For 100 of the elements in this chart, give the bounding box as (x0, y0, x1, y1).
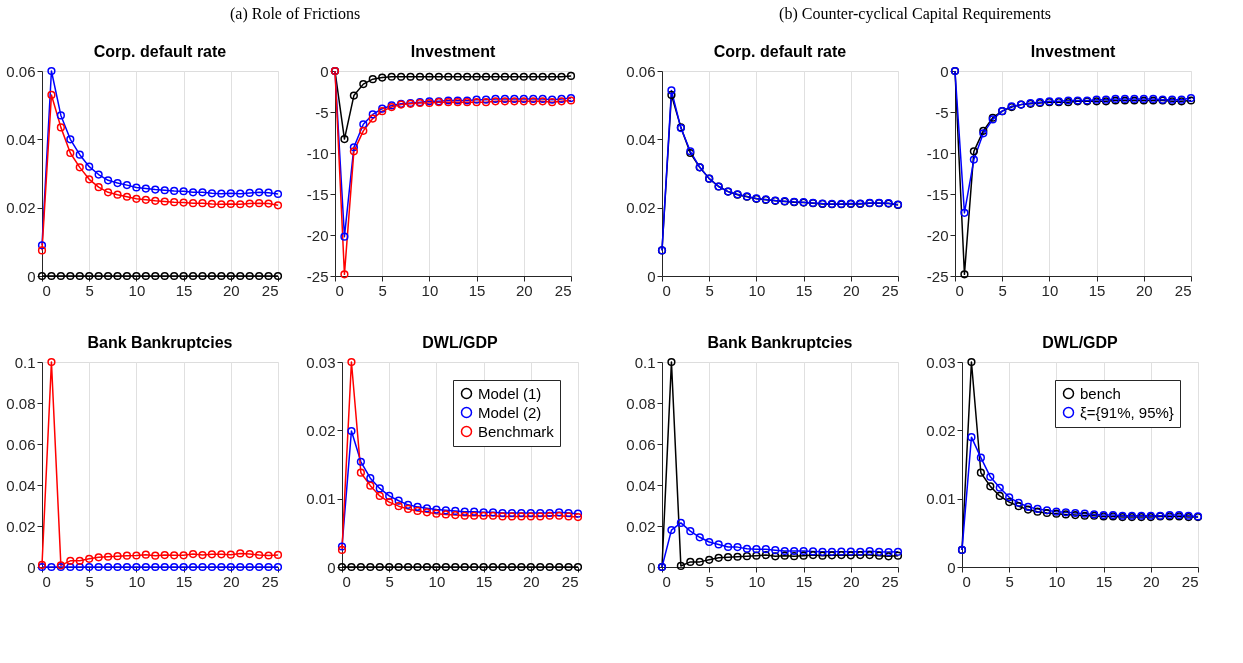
y-tick-label: -15 (306, 185, 329, 203)
x-tick-label: 20 (1142, 572, 1160, 590)
x-tick-label: 0 (962, 572, 971, 590)
x-tick-label: 20 (222, 572, 240, 590)
x-tick-label: 10 (1048, 572, 1066, 590)
chart-title: DWL/GDP (422, 334, 499, 351)
y-tick-label: 0.04 (6, 130, 36, 148)
y-tick-label: -5 (315, 103, 329, 121)
y-tick-label: 0 (947, 558, 956, 576)
y-tick-label: 0 (940, 62, 949, 80)
x-tick-label: 20 (222, 281, 240, 299)
text: (b) Counter-cyclical Capital Requirements (779, 4, 1052, 23)
y-tick-label: -20 (306, 226, 329, 244)
y-tick-label: 0.06 (6, 435, 36, 453)
chart-title: DWL/GDP (1042, 334, 1119, 351)
y-tick-label: 0 (647, 267, 656, 285)
y-tick-label: 0.04 (626, 476, 656, 494)
y-tick-label: -15 (926, 185, 949, 203)
y-tick-label: 0.02 (6, 517, 36, 535)
y-tick-label: 0.03 (306, 353, 336, 371)
y-tick-label: 0.04 (626, 130, 656, 148)
x-tick-label: 10 (421, 281, 439, 299)
x-tick-label: 20 (842, 572, 860, 590)
chart-title: Corp. default rate (93, 43, 227, 60)
y-tick-label: 0.01 (306, 490, 336, 508)
x-tick-label: 10 (748, 281, 766, 299)
text: (a) Role of Frictions (229, 4, 361, 23)
y-tick-label: 0 (327, 558, 336, 576)
x-tick-label: 15 (475, 572, 493, 590)
y-tick-label: 0 (647, 558, 656, 576)
y-tick-label: 0.06 (626, 435, 656, 453)
legend-label: ξ={91%, 95%} (1080, 403, 1174, 421)
x-tick-label: 0 (662, 572, 671, 590)
x-tick-label: 10 (128, 281, 146, 299)
x-tick-label: 5 (705, 572, 714, 590)
x-tick-label: 5 (705, 281, 714, 299)
x-tick-label: 0 (42, 281, 51, 299)
x-tick-label: 5 (385, 572, 394, 590)
x-tick-label: 0 (662, 281, 671, 299)
x-tick-label: 25 (1181, 572, 1199, 590)
x-tick-label: 5 (1005, 572, 1014, 590)
y-tick-label: -10 (926, 144, 949, 162)
y-tick-label: 0.06 (6, 62, 36, 80)
y-tick-label: -25 (926, 267, 949, 285)
x-tick-label: 25 (881, 281, 899, 299)
y-tick-label: 0.04 (6, 476, 36, 494)
x-tick-label: 20 (1135, 281, 1153, 299)
legend-label: Model (1) (478, 384, 542, 402)
y-tick-label: 0.03 (926, 353, 956, 371)
x-tick-label: 15 (468, 281, 486, 299)
x-tick-label: 25 (1174, 281, 1192, 299)
y-tick-label: 0.02 (626, 199, 656, 217)
x-tick-label: 0 (342, 572, 351, 590)
y-tick-label: 0.02 (6, 199, 36, 217)
x-tick-label: 5 (85, 572, 94, 590)
x-tick-label: 25 (261, 572, 279, 590)
y-tick-label: -10 (306, 144, 329, 162)
x-tick-label: 20 (522, 572, 540, 590)
y-tick-label: -5 (935, 103, 949, 121)
x-tick-label: 10 (128, 572, 146, 590)
y-tick-label: 0 (27, 267, 36, 285)
x-tick-label: 15 (175, 281, 193, 299)
y-tick-label: -20 (926, 226, 949, 244)
chart-title: Investment (410, 43, 496, 60)
x-tick-label: 25 (261, 281, 279, 299)
x-tick-label: 15 (795, 572, 813, 590)
chart-title: Bank Bankruptcies (707, 334, 853, 351)
y-tick-label: 0.01 (926, 490, 956, 508)
y-tick-label: 0 (27, 558, 36, 576)
y-tick-label: 0.02 (626, 517, 656, 535)
chart-title: Corp. default rate (713, 43, 847, 60)
x-tick-label: 25 (561, 572, 579, 590)
x-tick-label: 15 (1088, 281, 1106, 299)
x-tick-label: 5 (85, 281, 94, 299)
x-tick-label: 20 (842, 281, 860, 299)
legend-label: Benchmark (478, 422, 555, 440)
y-tick-label: -25 (306, 267, 329, 285)
y-tick-label: 0.02 (306, 421, 336, 439)
x-tick-label: 25 (881, 572, 899, 590)
chart-title: Bank Bankruptcies (87, 334, 233, 351)
x-tick-label: 25 (554, 281, 572, 299)
y-tick-label: 0.06 (626, 62, 656, 80)
y-tick-label: 0.08 (626, 394, 656, 412)
x-tick-label: 15 (1095, 572, 1113, 590)
y-tick-label: 0.1 (634, 353, 656, 371)
x-tick-label: 15 (175, 572, 193, 590)
y-tick-label: 0.08 (6, 394, 36, 412)
x-tick-label: 10 (1041, 281, 1059, 299)
x-tick-label: 20 (515, 281, 533, 299)
y-tick-label: 0 (320, 62, 329, 80)
x-tick-label: 15 (795, 281, 813, 299)
x-tick-label: 5 (998, 281, 1007, 299)
chart-title: Investment (1030, 43, 1116, 60)
legend-label: Model (2) (478, 403, 542, 421)
legend-label: bench (1080, 384, 1121, 402)
y-tick-label: 0.02 (926, 421, 956, 439)
x-tick-label: 0 (42, 572, 51, 590)
y-tick-label: 0.1 (14, 353, 36, 371)
x-tick-label: 5 (378, 281, 387, 299)
x-tick-label: 10 (748, 572, 766, 590)
